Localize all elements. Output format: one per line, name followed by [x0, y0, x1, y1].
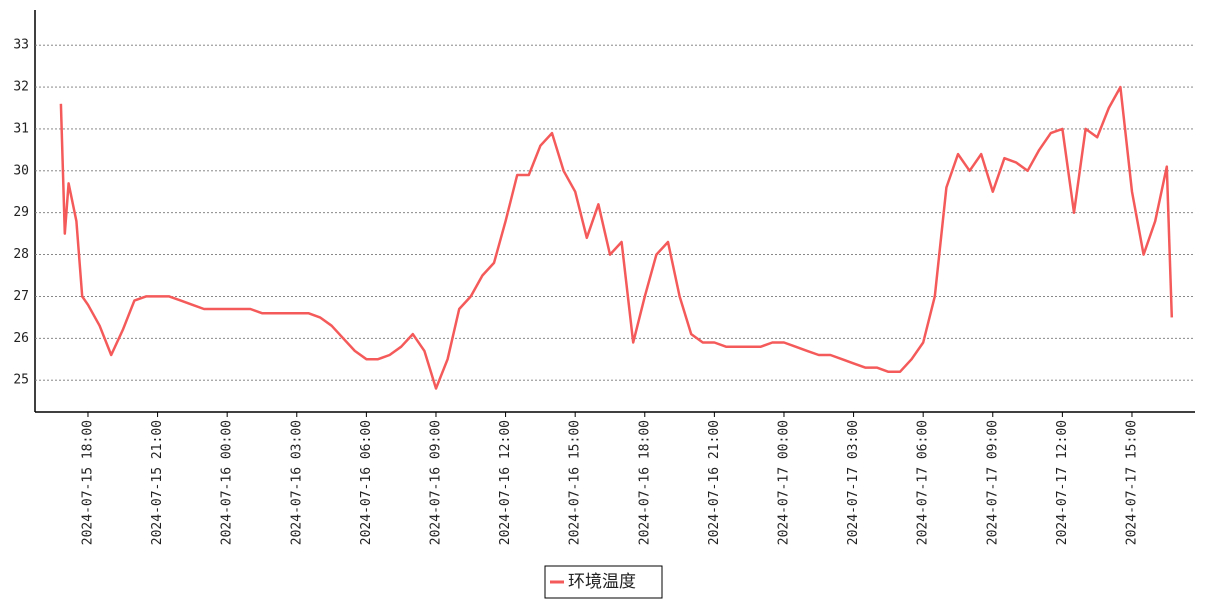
x-tick-label: 2024-07-16 03:00 — [289, 420, 304, 545]
x-tick-label: 2024-07-16 12:00 — [498, 420, 513, 545]
legend-box — [544, 565, 663, 599]
data-line — [59, 85, 1174, 390]
legend-label: 环境温度 — [568, 572, 636, 592]
x-tick-label: 2024-07-16 18:00 — [637, 420, 652, 545]
x-tick-label: 2024-07-16 00:00 — [220, 420, 235, 545]
x-tick-label: 2024-07-17 03:00 — [846, 420, 861, 545]
y-tick-label: 29 — [13, 205, 29, 220]
y-tick-label: 33 — [13, 38, 29, 53]
y-tick-label: 27 — [13, 289, 29, 304]
y-tick-label: 30 — [13, 163, 29, 178]
x-tick-label: 2024-07-17 12:00 — [1055, 420, 1070, 545]
x-tick-label: 2024-07-17 15:00 — [1124, 420, 1139, 545]
x-tick-label: 2024-07-17 00:00 — [776, 420, 791, 545]
y-tick-label: 31 — [13, 121, 29, 136]
y-tick-label: 28 — [13, 247, 29, 262]
x-tick-label: 2024-07-17 09:00 — [985, 420, 1000, 545]
x-tick-label: 2024-07-16 21:00 — [707, 420, 722, 545]
x-tick-label: 2024-07-15 18:00 — [80, 420, 95, 545]
y-tick-label: 25 — [13, 373, 29, 388]
x-tick-label: 2024-07-16 06:00 — [359, 420, 374, 545]
y-tick-label: 26 — [13, 331, 29, 346]
x-tick-label: 2024-07-17 06:00 — [916, 420, 931, 545]
x-tick-label: 2024-07-15 21:00 — [150, 420, 165, 545]
y-tick-label: 32 — [13, 80, 29, 95]
x-tick-label: 2024-07-16 09:00 — [428, 420, 443, 545]
x-tick-label: 2024-07-16 15:00 — [568, 420, 583, 545]
